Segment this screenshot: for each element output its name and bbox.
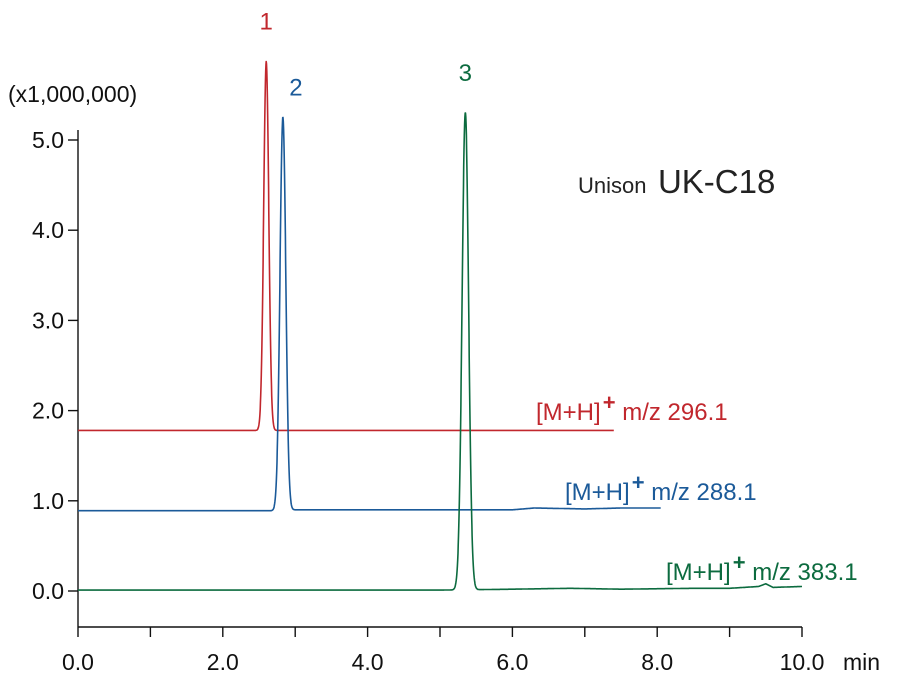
x-tick-label: 8.0 — [641, 649, 673, 675]
ion-label-prefix: [M+H] — [565, 479, 630, 506]
y-axis-unit-label: (x1,000,000) — [8, 81, 137, 107]
ion-label-1: [M+H]+ m/z 296.1 — [536, 390, 728, 426]
y-tick-label: 0.0 — [32, 578, 64, 604]
y-tick-label: 2.0 — [32, 398, 64, 424]
brand-model: UK-C18 — [658, 163, 775, 200]
x-axis-unit-label: min — [843, 649, 880, 675]
trace-2 — [77, 116, 662, 512]
peak-label-1: 1 — [260, 9, 273, 36]
brand-prefix: Unison — [578, 173, 646, 198]
ion-label-charge: + — [603, 390, 616, 415]
ion-label-mz: m/z 296.1 — [616, 399, 728, 426]
x-axis-ticks: 0.0 2.0 4.0 6.0 8.0 10.0 — [62, 627, 824, 675]
ion-label-charge: + — [733, 550, 746, 575]
x-tick-label: 10.0 — [780, 649, 825, 675]
peak-label-3: 3 — [459, 60, 472, 87]
ion-label-2: [M+H]+ m/z 288.1 — [565, 470, 757, 506]
peak-label-2: 2 — [289, 74, 302, 101]
ion-label-prefix: [M+H] — [666, 559, 731, 586]
x-tick-label: 6.0 — [496, 649, 528, 675]
y-tick-label: 4.0 — [32, 217, 64, 243]
trace-1 — [77, 60, 615, 432]
trace-3 — [77, 112, 803, 591]
y-tick-label: 1.0 — [32, 488, 64, 514]
chromatogram-traces — [77, 60, 803, 591]
x-tick-label: 4.0 — [352, 649, 384, 675]
x-tick-label: 0.0 — [62, 649, 94, 675]
ion-label-mz: m/z 383.1 — [746, 559, 858, 586]
y-tick-label: 3.0 — [32, 307, 64, 333]
y-tick-label: 5.0 — [32, 127, 64, 153]
ion-label-charge: + — [632, 470, 645, 495]
ion-labels: [M+H]+ m/z 296.1[M+H]+ m/z 288.1[M+H]+ m… — [536, 390, 858, 586]
y-axis-ticks: 0.0 1.0 2.0 3.0 4.0 5.0 — [32, 127, 78, 604]
ion-label-mz: m/z 288.1 — [645, 479, 757, 506]
column-brand-annotation: Unison UK-C18 — [578, 163, 775, 200]
x-tick-label: 2.0 — [207, 649, 239, 675]
ion-label-prefix: [M+H] — [536, 399, 601, 426]
peak-labels: 1 2 3 — [260, 9, 472, 102]
ion-label-3: [M+H]+ m/z 383.1 — [666, 550, 858, 586]
